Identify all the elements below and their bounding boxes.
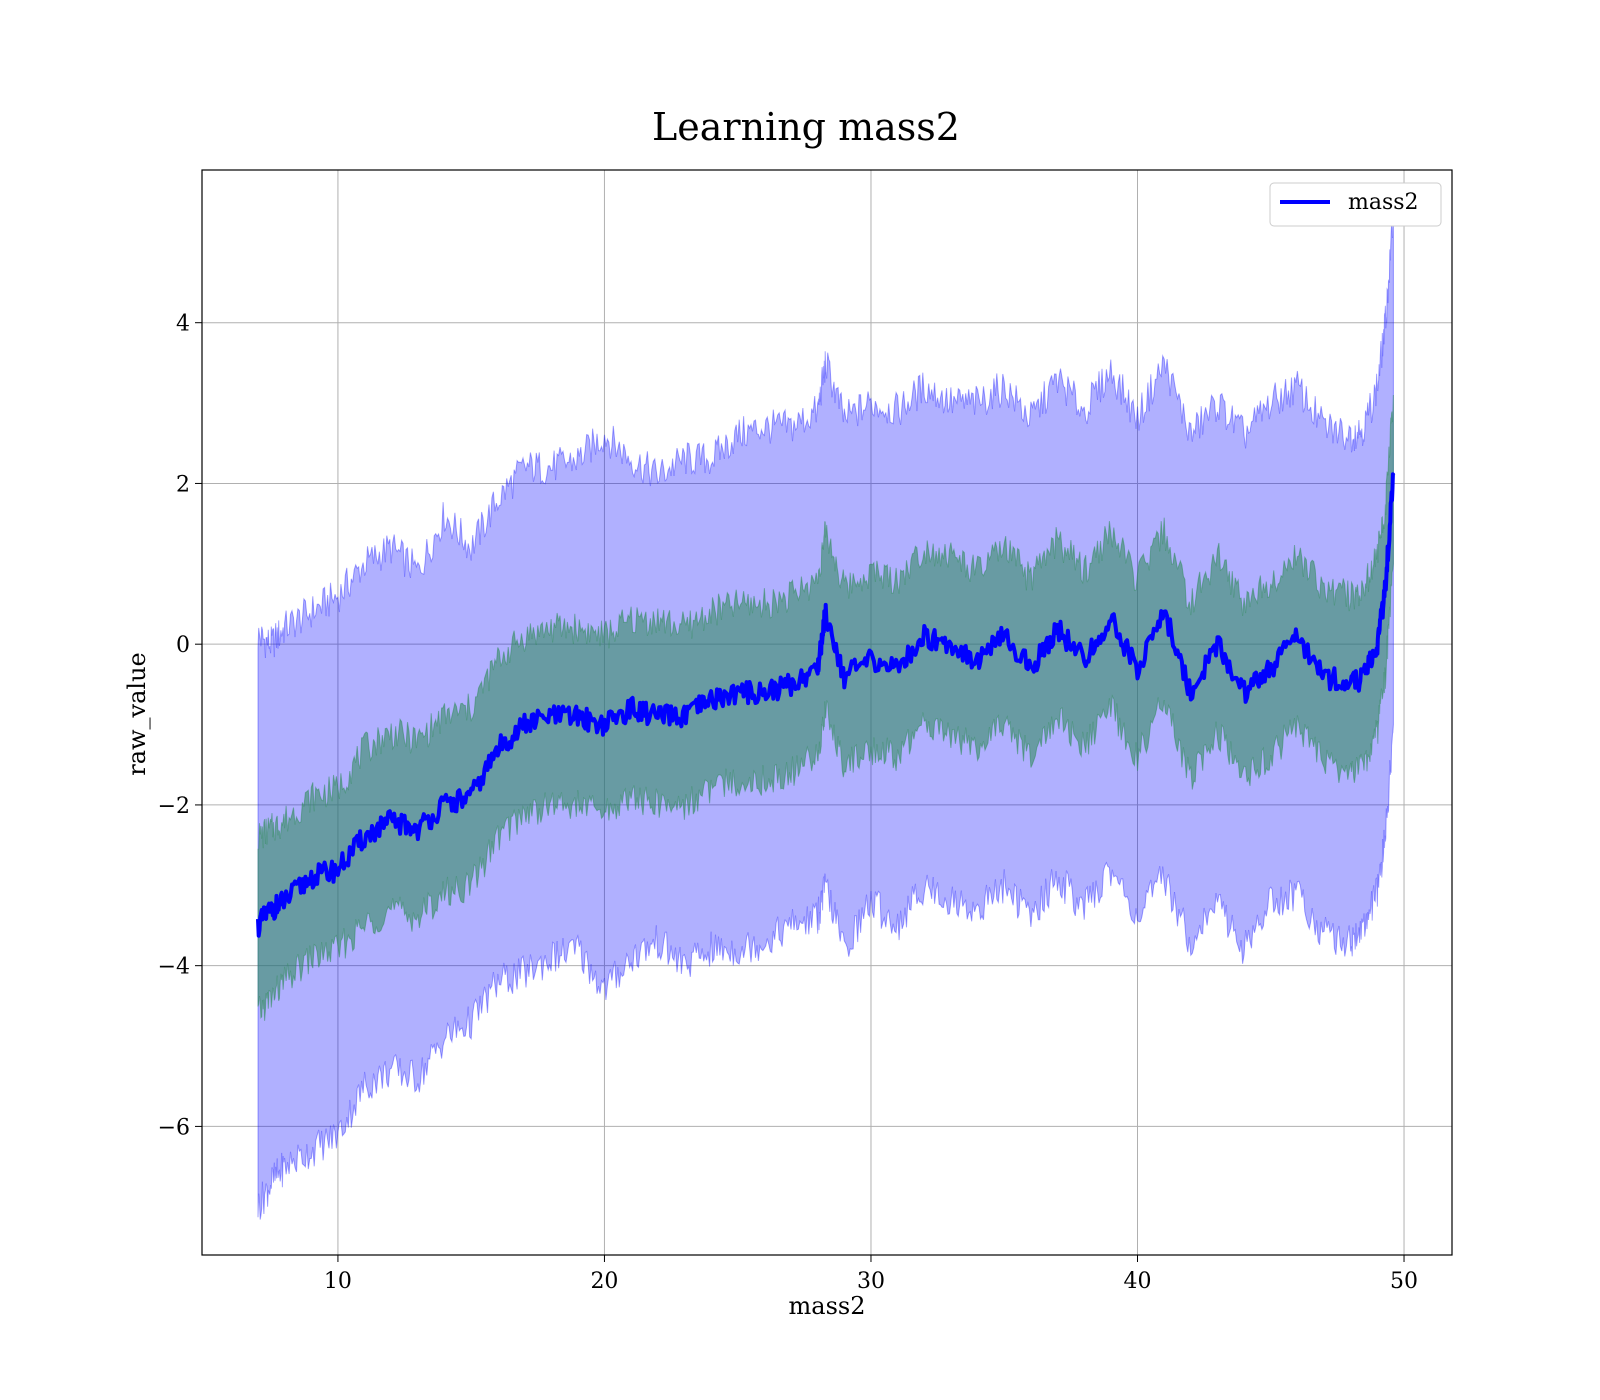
inner-band <box>257 394 1394 1021</box>
legend-label-mass2: mass2 <box>1348 190 1419 215</box>
y-axis-ticks: −6 −4 −2 0 2 4 <box>158 312 202 1140</box>
x-tick-label-1: 20 <box>590 1269 618 1294</box>
x-tick-label-4: 50 <box>1390 1269 1418 1294</box>
chart-title: Learning mass2 <box>652 105 960 149</box>
y-tick-label-3: 0 <box>176 633 190 658</box>
x-tick-label-2: 30 <box>857 1269 885 1294</box>
y-axis-label: raw_value <box>123 652 151 776</box>
plot-frame <box>201 169 1453 1256</box>
y-tick-label-2: −2 <box>158 794 190 819</box>
y-tick-label-4: 2 <box>176 472 190 497</box>
legend-box <box>1269 182 1442 227</box>
plot-area <box>201 169 1453 1256</box>
x-axis-ticks: 10 20 30 40 50 <box>324 1255 1418 1294</box>
y-tick-label-0: −6 <box>158 1115 190 1140</box>
legend: mass2 <box>1269 182 1442 227</box>
y-tick-label-1: −4 <box>158 955 190 980</box>
x-tick-label-3: 40 <box>1124 1269 1152 1294</box>
x-axis-label: mass2 <box>789 1292 866 1320</box>
y-tick-label-5: 4 <box>176 312 190 337</box>
mean-line-mass2 <box>256 472 1396 938</box>
x-tick-label-0: 10 <box>324 1269 352 1294</box>
outer-band <box>257 218 1394 1220</box>
